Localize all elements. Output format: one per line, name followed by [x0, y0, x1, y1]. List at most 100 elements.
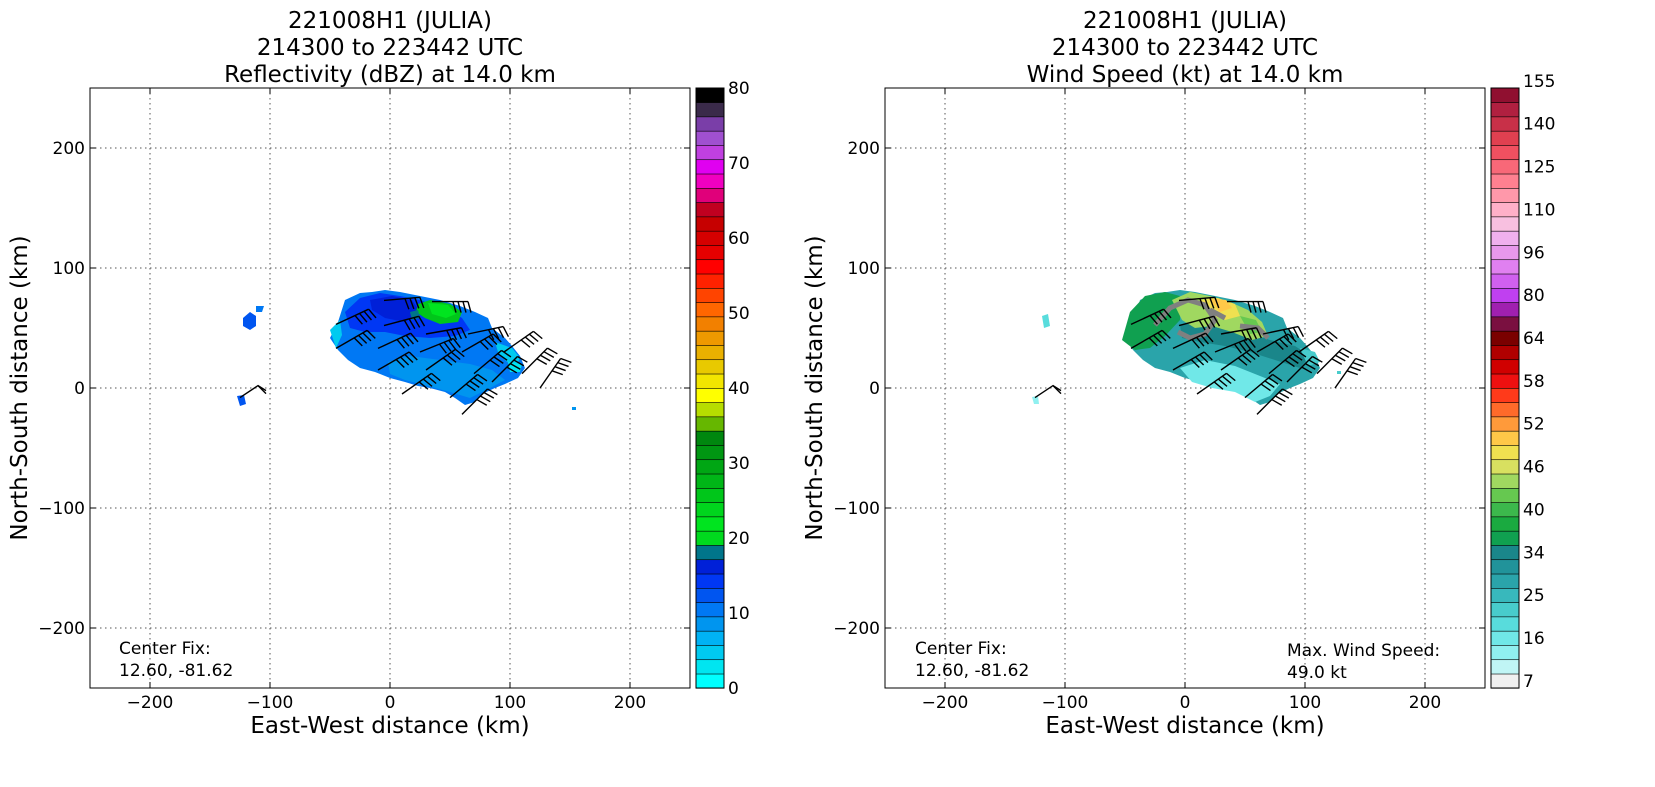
wind-barb	[1334, 357, 1367, 389]
colorbar-tick-label: 7	[1523, 672, 1534, 692]
colorbar-swatch	[1490, 187, 1520, 203]
wind-barb	[1262, 325, 1305, 341]
colorbar-swatch	[695, 673, 725, 689]
wind-speed-panel: 221008H1 (JULIA) 214300 to 223442 UTC Wi…	[802, 8, 1555, 739]
colorbar-swatch	[695, 244, 725, 261]
colorbar-swatch	[1490, 344, 1520, 361]
colorbar-frame	[1490, 87, 1520, 689]
echo-green-bright	[428, 303, 456, 318]
colorbar-tick-label: 96	[1523, 243, 1545, 263]
colorbar-tick-label: 60	[728, 229, 750, 249]
wind-cyan-east	[1300, 348, 1320, 366]
x-tick-label: 100	[1289, 693, 1321, 713]
reflectivity-panel: 221008H1 (JULIA) 214300 to 223442 UTC Re…	[7, 8, 750, 739]
colorbar-swatch	[695, 616, 725, 632]
colorbar-swatch	[1490, 401, 1520, 418]
wind-barb	[425, 327, 467, 341]
x-tick-label: −200	[922, 693, 969, 713]
panel1-center-fix-label: Center Fix:	[119, 639, 211, 659]
wind-barb	[467, 325, 510, 341]
y-tick-label: −200	[833, 619, 880, 639]
panel2-center-fix-value: 12.60, -81.62	[915, 661, 1029, 681]
y-tick-label: −100	[38, 499, 85, 519]
y-tick-label: −100	[833, 499, 880, 519]
wind-barb	[1214, 337, 1256, 354]
colorbar-swatch	[695, 544, 725, 561]
colorbar-swatch	[695, 601, 725, 618]
colorbar-swatch	[695, 216, 725, 232]
colorbar-swatch	[1490, 173, 1520, 189]
colorbar-swatch	[1490, 473, 1520, 489]
colorbar-swatch	[695, 516, 725, 532]
colorbar-swatch	[1490, 273, 1520, 289]
wind-barb	[1227, 300, 1267, 313]
panel2-title-line2: 214300 to 223442 UTC	[1052, 35, 1318, 61]
colorbar-swatch	[1490, 301, 1520, 318]
wind-barb	[419, 337, 461, 354]
wind-barb	[432, 300, 472, 313]
colorbar-tick-label: 58	[1523, 372, 1545, 392]
panel1-title-line2: 214300 to 223442 UTC	[257, 35, 523, 61]
wind-barb-isolated	[239, 384, 267, 399]
wind-green-west	[1122, 292, 1180, 350]
wind-barb	[1172, 332, 1214, 350]
colorbar-tick-label: 155	[1523, 72, 1555, 92]
wind-barb	[1178, 315, 1221, 331]
colorbar-swatch	[1490, 673, 1520, 689]
x-tick-label: −100	[247, 693, 294, 713]
x-tick-label: −100	[1042, 693, 1089, 713]
colorbar-swatch	[1490, 501, 1520, 518]
colorbar-swatch	[1490, 444, 1520, 461]
wind-barb	[425, 348, 465, 371]
panel1-center-fix-value: 12.60, -81.62	[119, 661, 233, 681]
panel2-x-axis-label: East-West distance (km)	[1045, 713, 1324, 739]
x-tick-label: 200	[614, 693, 646, 713]
colorbar-swatch	[695, 159, 725, 175]
colorbar-tick-label: 125	[1523, 158, 1555, 178]
colorbar-tick-label: 25	[1523, 586, 1545, 606]
echo-isolated-nw	[243, 312, 256, 330]
wind-barb	[1286, 355, 1323, 383]
colorbar-swatch	[695, 530, 725, 546]
echo-speck-east	[572, 407, 576, 410]
colorbar-swatch	[1490, 244, 1520, 261]
colorbar-swatch	[695, 401, 725, 418]
colorbar-tick-label: 110	[1523, 200, 1555, 220]
wind-barb	[539, 357, 572, 389]
wind-barb	[401, 372, 441, 395]
wind-barb	[473, 349, 512, 375]
wind-light-cyan-south	[1180, 360, 1280, 402]
colorbar-tick-label: 40	[1523, 500, 1545, 520]
wind-barb	[1256, 333, 1297, 353]
colorbar-swatch	[1490, 630, 1520, 646]
colorbar-swatch	[695, 101, 725, 118]
max-wind-label: Max. Wind Speed:	[1287, 641, 1440, 661]
colorbar-swatch	[1490, 459, 1520, 475]
colorbar-swatch	[1490, 644, 1520, 661]
wind-barb	[521, 347, 558, 375]
echo-lighter-south	[388, 356, 505, 398]
wind-barb	[1316, 347, 1353, 375]
wind-isolated	[1042, 314, 1050, 328]
colorbar-swatch	[695, 473, 725, 489]
colorbar-tick-label: 10	[728, 604, 750, 624]
panel2-center-fix-label: Center Fix:	[915, 639, 1007, 659]
colorbar-swatch	[695, 444, 725, 461]
wind-barb	[377, 351, 418, 371]
colorbar-tick-label: 0	[728, 679, 739, 699]
panel1-gridlines	[90, 88, 690, 688]
colorbar-swatch	[695, 387, 725, 403]
echo-cyan-edge-west	[330, 320, 342, 348]
y-tick-label: 200	[848, 139, 880, 159]
colorbar-swatch	[1490, 416, 1520, 432]
wind-barb	[461, 333, 502, 353]
colorbar-swatch	[695, 273, 725, 289]
wind-barb	[335, 329, 376, 350]
panel2-y-axis-label: North-South distance (km)	[802, 235, 828, 540]
colorbar-swatch	[1490, 544, 1520, 561]
panel2-ticks: −200 −100 0 100 200 −200 −100 0 100 200	[833, 88, 1485, 713]
colorbar-swatch	[1490, 587, 1520, 603]
panel2-title-line1: 221008H1 (JULIA)	[1083, 8, 1287, 34]
colorbar-swatch	[695, 630, 725, 646]
